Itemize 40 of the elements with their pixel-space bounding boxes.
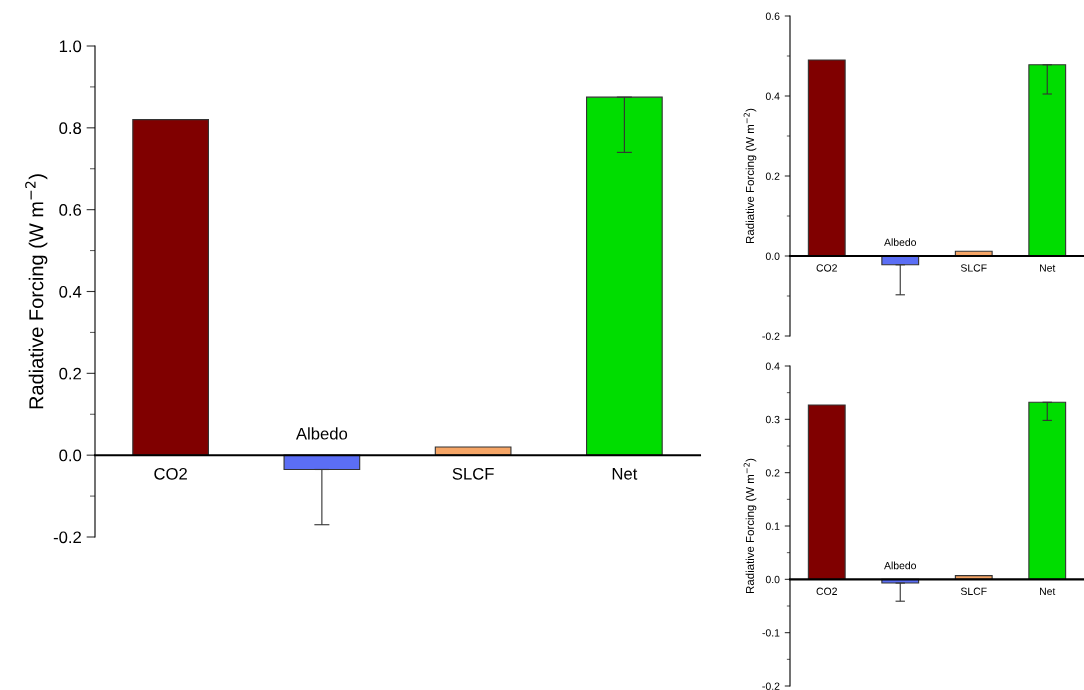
x-tick-label: Albedo [884,238,917,246]
x-tick-label: Net [1040,264,1056,272]
y-tick-label: -0.2 [762,682,780,690]
x-tick-label: Albedo [295,427,348,440]
x-tick-label: Net [612,468,638,480]
x-tick-label: SLCF [452,467,494,480]
y-tick-label: -0.1 [762,629,780,637]
bar [132,119,209,456]
x-tick-label: CO2 [816,264,837,272]
y-tick-label: 0.0 [765,252,780,260]
y-tick-label: 0.4 [59,285,82,298]
y-tick-label: -0.2 [53,531,81,544]
y-tick-label: 0.2 [765,469,780,477]
y-axis-title: Radiative Forcing (W m$^{−2}$) [25,174,48,409]
bar [807,59,846,257]
y-tick-label: 0.2 [765,172,780,180]
x-tick-label: SLCF [960,264,987,272]
y-tick-label: 0.4 [765,92,780,100]
y-tick-label: 0.8 [59,122,82,135]
x-tick-label: SLCF [960,587,987,595]
bar [586,96,663,456]
x-tick-label: CO2 [154,467,187,480]
y-tick-label: 1.0 [59,40,82,53]
y-tick-label: -0.2 [762,332,780,340]
x-tick-label: Albedo [884,561,917,570]
bar [807,404,846,580]
y-tick-label: 0.6 [59,204,82,216]
y-tick-label: 0.4 [765,362,780,370]
y-tick-label: 0.0 [59,449,82,462]
y-axis-title: Radiative Forcing (W m$^{−2}$) [743,458,757,593]
x-tick-label: CO2 [816,587,837,595]
bar [1028,401,1067,580]
y-tick-label: 0.2 [59,367,81,380]
y-tick-label: 0.6 [765,12,780,20]
x-tick-label: Net [1040,587,1056,595]
y-tick-label: 0.1 [765,522,780,530]
y-axis-title: Radiative Forcing (W m$^{−2}$) [743,108,757,243]
bar [1028,64,1067,257]
y-tick-label: 0.3 [765,415,780,424]
y-tick-label: 0.0 [765,575,780,584]
